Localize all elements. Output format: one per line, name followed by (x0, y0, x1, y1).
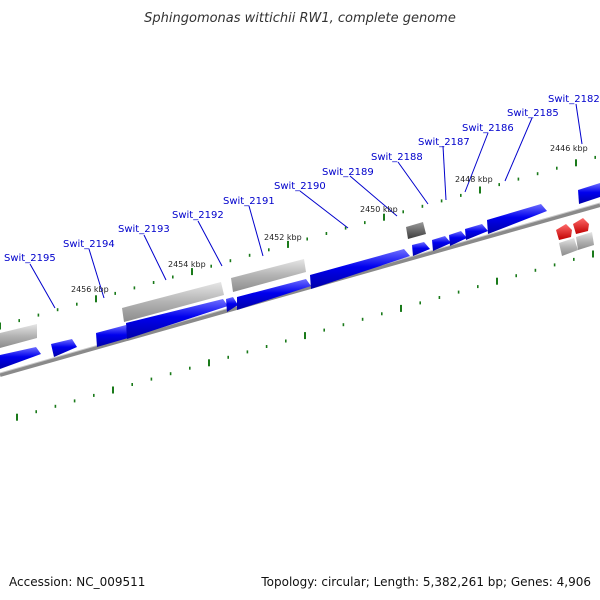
gene-arrow[interactable] (237, 279, 311, 310)
position-ticks-outer (0, 155, 597, 330)
position-labels: 2446 kbp 2448 kbp 2450 kbp 2452 kbp 2454… (71, 144, 588, 294)
kbp-label: 2456 kbp (71, 285, 109, 294)
gene-label[interactable]: Swit_2189 (322, 167, 374, 178)
genome-backbone (0, 203, 600, 377)
pseudo-gene-block-dark[interactable] (406, 222, 426, 239)
genome-summary-text: Topology: circular; Length: 5,382,261 bp… (260, 575, 591, 589)
pseudo-gene-block[interactable] (122, 282, 224, 322)
pseudo-gene-block[interactable] (576, 232, 594, 250)
label-leader-lines (29, 103, 583, 309)
kbp-label: 2452 kbp (264, 233, 302, 242)
forward-genes (0, 183, 600, 369)
accession-text: Accession: NC_009511 (9, 575, 145, 589)
kbp-label: 2450 kbp (360, 205, 398, 214)
gene-labels: Swit_2182 Swit_2185 Swit_2186 Swit_2187 … (4, 94, 600, 264)
gene-arrow[interactable] (412, 242, 430, 256)
gene-label[interactable]: Swit_2194 (63, 239, 115, 250)
gene-label[interactable]: Swit_2192 (172, 210, 224, 221)
rna-gene-arrow[interactable] (556, 224, 572, 240)
gene-arrow[interactable] (578, 183, 600, 204)
gene-label[interactable]: Swit_2186 (462, 123, 514, 134)
position-ticks-inner (16, 250, 594, 421)
map-title: Sphingomonas wittichii RW1, complete gen… (144, 11, 456, 26)
rna-genes (556, 218, 589, 240)
gene-arrow[interactable] (96, 325, 128, 347)
gene-arrow[interactable] (449, 231, 467, 246)
gene-label[interactable]: Swit_2185 (507, 108, 559, 119)
gene-arrow[interactable] (126, 299, 228, 339)
gene-arrow[interactable] (51, 339, 77, 357)
pseudo-genes (0, 222, 594, 348)
gene-label[interactable]: Swit_2187 (418, 137, 470, 148)
gene-label[interactable]: Swit_2191 (223, 196, 275, 207)
gene-arrow[interactable] (226, 297, 238, 312)
kbp-label: 2454 kbp (168, 260, 206, 269)
pseudo-gene-block[interactable] (231, 259, 306, 292)
gene-arrow[interactable] (432, 236, 451, 251)
pseudo-gene-block[interactable] (559, 238, 578, 256)
kbp-label: 2448 kbp (455, 175, 493, 184)
gene-arrow[interactable] (487, 204, 547, 234)
gene-arrow[interactable] (0, 347, 41, 369)
gene-arrow[interactable] (465, 224, 488, 240)
pseudo-gene-block[interactable] (0, 324, 37, 348)
gene-label[interactable]: Swit_2188 (371, 152, 423, 163)
gene-arrow[interactable] (310, 249, 410, 289)
kbp-label: 2446 kbp (550, 144, 588, 153)
gene-label[interactable]: Swit_2190 (274, 181, 326, 192)
rna-gene-arrow[interactable] (573, 218, 589, 234)
gene-label[interactable]: Swit_2182 (548, 94, 600, 105)
gene-label[interactable]: Swit_2195 (4, 253, 56, 264)
gene-label[interactable]: Swit_2193 (118, 224, 170, 235)
